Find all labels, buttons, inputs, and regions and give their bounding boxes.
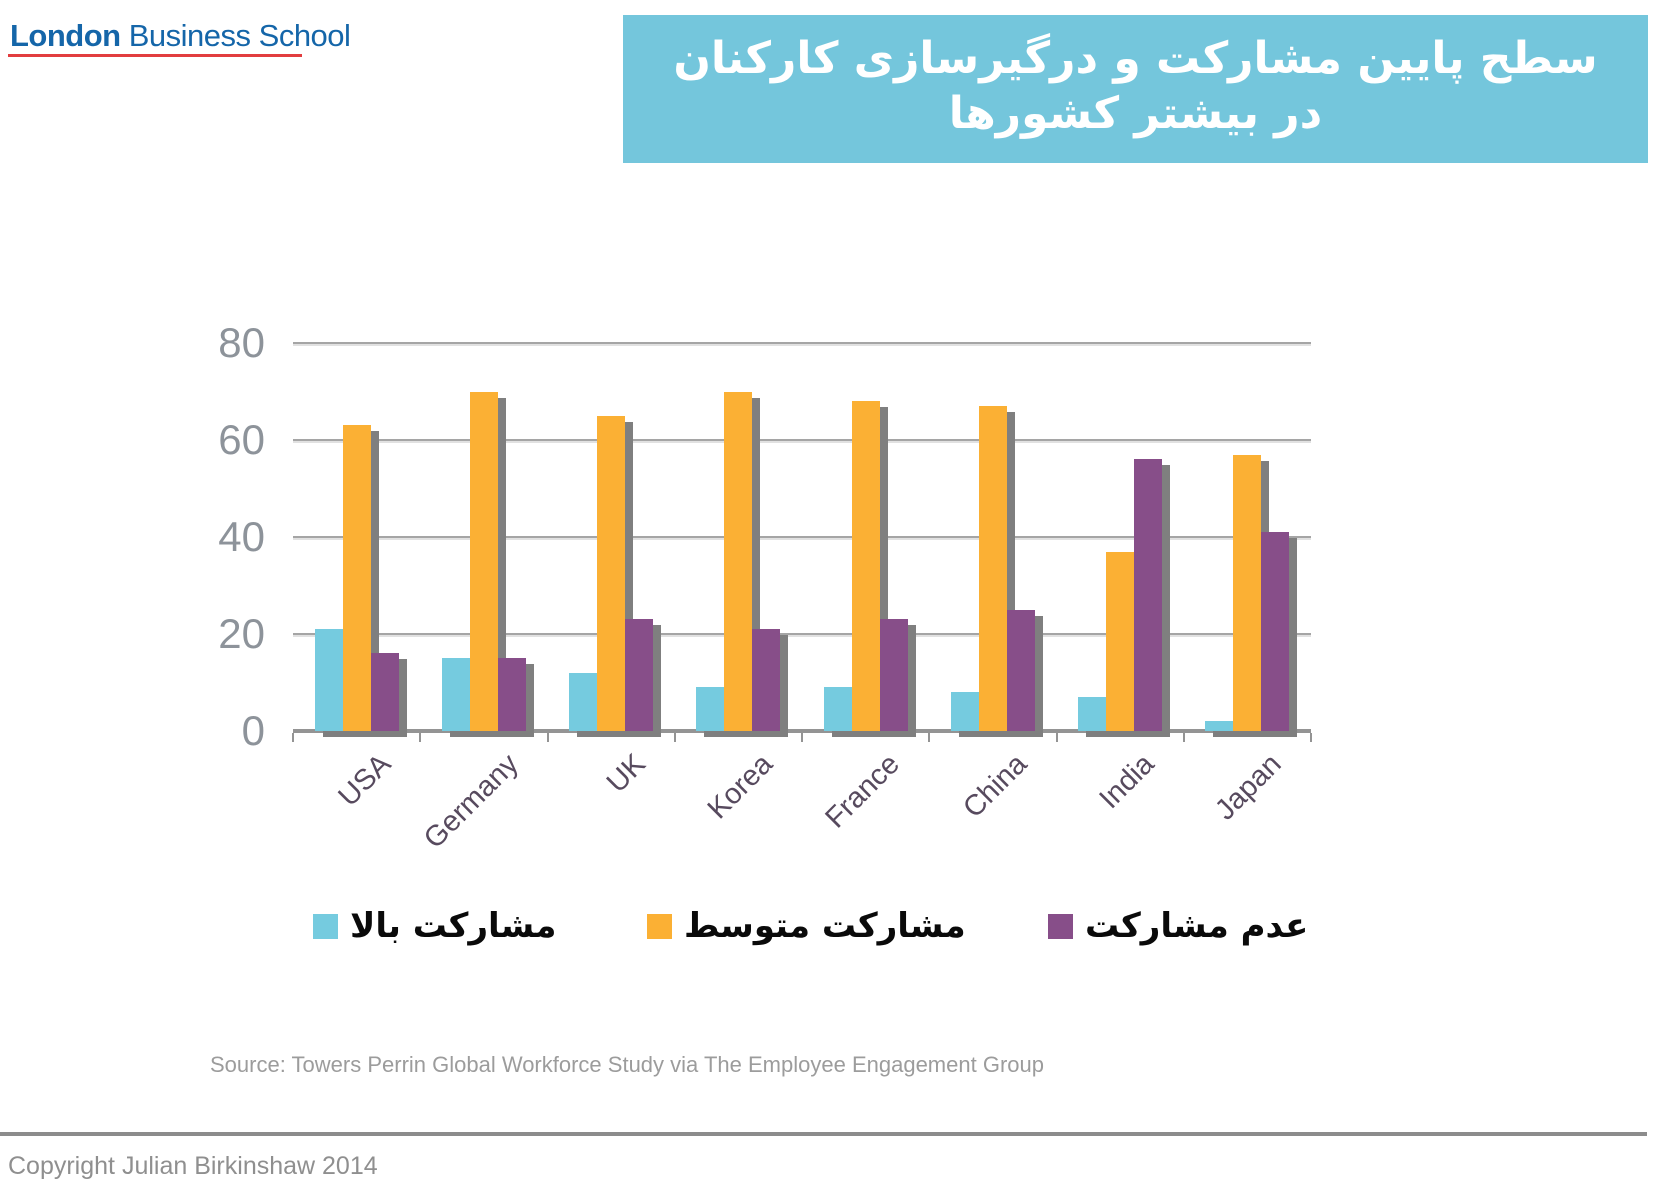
legend-item: مشارکت بالا [313,901,556,951]
x-axis-line [293,729,1311,733]
x-axis-category-label-text: China [957,748,1034,825]
x-axis-tick [292,733,294,742]
bar [950,692,979,731]
legend-color-swatch [1048,913,1073,939]
bar [823,687,852,731]
bar-chart: 0 20 40 60 80 USA Germany UK Korea France China Ind… [218,319,1312,855]
legend-color-swatch [647,913,672,939]
bar [441,658,470,731]
gridline [293,536,1311,538]
bar [1134,459,1163,731]
title-banner: سطح پایین مشارکت و درگیرسازی کارکنان در … [623,15,1648,163]
bar [469,391,498,731]
x-axis-tick [928,733,931,742]
x-axis-tick [801,733,803,742]
bar [569,672,598,731]
y-axis-tick-label: 20 [218,610,265,657]
legend-label: عدم مشارکت [1085,906,1309,946]
bar [625,619,654,731]
logo-rest-text: Business School [120,18,351,53]
x-axis-category-label-text: France [819,748,907,835]
bar [879,619,908,731]
y-axis-tick-label: 80 [218,319,265,366]
bar [342,425,371,731]
bar [1233,454,1262,731]
bar [1205,721,1234,731]
legend-item: عدم مشارکت [1048,901,1308,951]
x-axis-tick [546,733,549,742]
source-note: Source: Towers Perrin Global Workforce S… [210,1052,1044,1077]
legend-label: مشارکت متوسط [684,906,966,946]
bar-shadow [1213,727,1242,737]
bar [314,629,343,731]
bar [370,653,399,731]
legend-color-swatch [313,913,338,939]
y-axis-tick-label: 60 [218,416,265,463]
y-axis-tick-label: 40 [218,513,265,560]
bar [1006,609,1035,731]
x-axis-tick [1310,733,1312,742]
x-axis-category-label-text: Germany [417,748,525,855]
logo-bold-text: London [10,18,121,53]
x-axis-tick [1182,733,1185,742]
bar [752,629,781,731]
bar [1078,697,1107,731]
x-axis-category-label-text: Japan [1209,748,1289,827]
x-axis-tick [419,733,422,742]
x-axis-category-label-text: USA [332,748,398,813]
bar [597,415,626,731]
x-axis-tick [1055,733,1058,742]
footer-divider-line [0,1132,1647,1136]
x-axis-category-label-text: India [1093,748,1161,816]
x-axis-tick [673,733,676,742]
gridline [293,342,1311,344]
bar [696,687,725,731]
legend-item: مشارکت متوسط [647,901,966,951]
legend-label: مشارکت بالا [350,906,557,946]
x-axis-category-label-text: UK [600,748,652,800]
gridline [293,633,1311,635]
bar [1261,532,1290,731]
bar [724,391,753,731]
london-business-school-logo: London Business School [10,18,351,54]
logo-red-underline [8,54,302,57]
bar [978,406,1007,731]
y-axis-tick-label: 0 [241,707,265,754]
copyright-text: Copyright Julian Birkinshaw 2014 [8,1152,378,1180]
slide-title: سطح پایین مشارکت و درگیرسازی کارکنان در … [673,33,1598,139]
bar [851,401,880,731]
bar [497,658,526,731]
x-axis-category-label-text: Korea [701,748,780,826]
gridline [293,439,1311,441]
bar [1106,551,1135,731]
